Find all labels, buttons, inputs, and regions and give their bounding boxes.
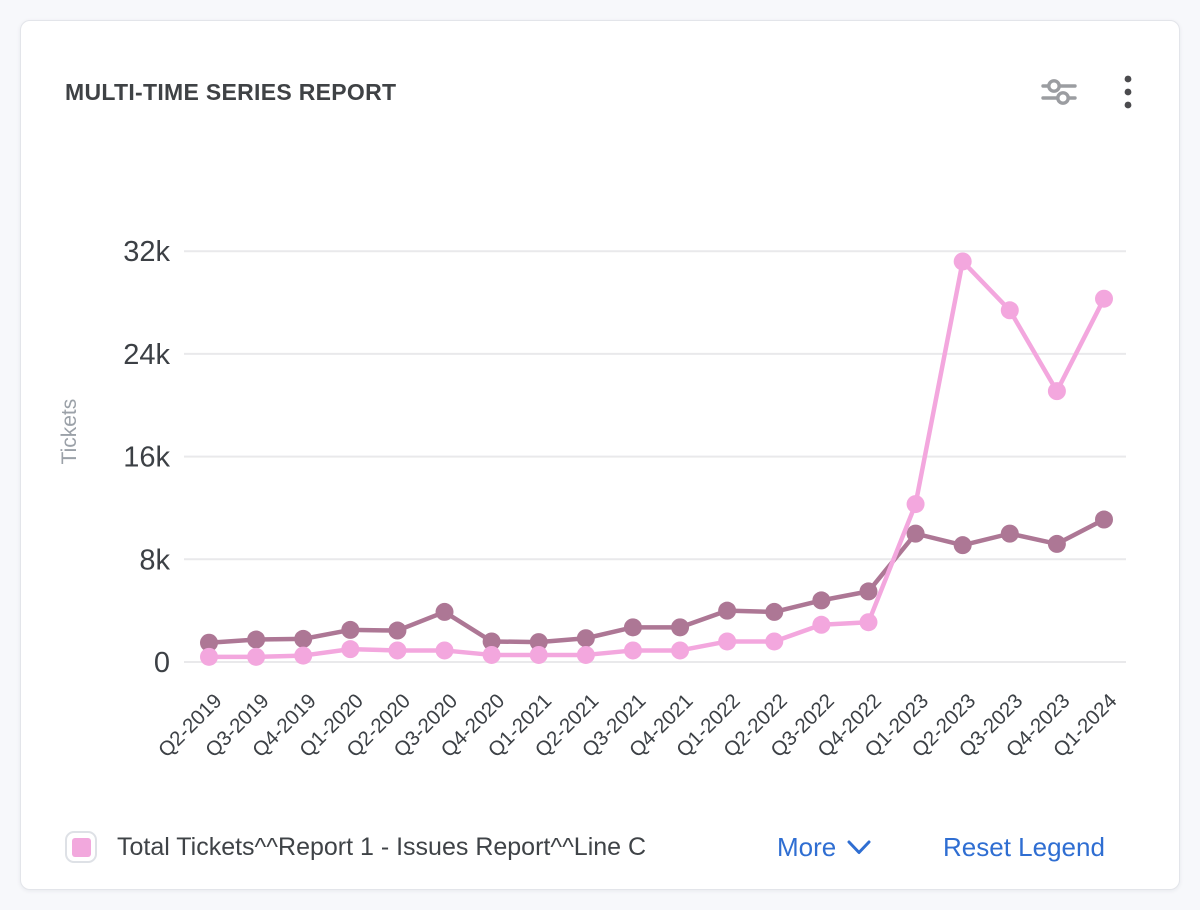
data-point-s1-1[interactable] bbox=[247, 647, 266, 666]
y-tick-label: 24k bbox=[123, 339, 170, 371]
y-tick-label: 0 bbox=[154, 647, 170, 679]
legend-item[interactable]: Total Tickets^^Report 1 - Issues Report^… bbox=[65, 831, 646, 863]
data-point-s0-18[interactable] bbox=[1047, 534, 1066, 553]
y-axis-title: Tickets bbox=[58, 399, 81, 465]
data-point-s0-3[interactable] bbox=[341, 620, 360, 639]
data-point-s1-17[interactable] bbox=[1000, 301, 1019, 320]
chevron-down-icon bbox=[847, 840, 871, 854]
data-point-s1-3[interactable] bbox=[341, 640, 360, 659]
legend-series-swatch bbox=[71, 837, 91, 857]
data-point-s1-9[interactable] bbox=[623, 641, 642, 660]
card-header: MULTI-TIME SERIES REPORT bbox=[65, 73, 1135, 111]
multi-time-series-line-chart[interactable]: 08k16k24k32kTicketsQ2-2019Q3-2019Q4-2019… bbox=[21, 21, 1181, 891]
data-point-s0-13[interactable] bbox=[812, 591, 831, 610]
data-point-s1-13[interactable] bbox=[812, 615, 831, 634]
data-point-s0-6[interactable] bbox=[482, 632, 501, 651]
data-point-s1-12[interactable] bbox=[765, 632, 784, 651]
data-point-s0-1[interactable] bbox=[247, 630, 266, 649]
legend-more-button[interactable]: More bbox=[777, 832, 871, 863]
data-point-s0-5[interactable] bbox=[435, 602, 454, 621]
data-point-s0-12[interactable] bbox=[765, 602, 784, 621]
data-point-s0-15[interactable] bbox=[906, 524, 925, 543]
header-actions bbox=[1039, 73, 1135, 111]
data-point-s1-16[interactable] bbox=[953, 252, 972, 271]
data-point-s1-10[interactable] bbox=[671, 641, 690, 660]
data-point-s0-17[interactable] bbox=[1000, 524, 1019, 543]
data-point-s1-15[interactable] bbox=[906, 495, 925, 514]
data-point-s1-8[interactable] bbox=[576, 645, 595, 664]
legend-more-label: More bbox=[777, 832, 837, 862]
data-point-s0-7[interactable] bbox=[529, 633, 548, 652]
data-point-s0-11[interactable] bbox=[718, 601, 737, 620]
data-point-s0-8[interactable] bbox=[576, 629, 595, 648]
reset-legend-button[interactable]: Reset Legend bbox=[943, 832, 1105, 862]
data-point-s1-11[interactable] bbox=[718, 632, 737, 651]
data-point-s1-6[interactable] bbox=[482, 645, 501, 664]
y-tick-label: 8k bbox=[139, 544, 170, 576]
data-point-s1-2[interactable] bbox=[294, 646, 313, 665]
data-point-s0-2[interactable] bbox=[294, 629, 313, 648]
legend-item-label: Total Tickets^^Report 1 - Issues Report^… bbox=[117, 832, 647, 861]
data-point-s1-7[interactable] bbox=[529, 645, 548, 664]
more-options-button[interactable] bbox=[1121, 73, 1135, 111]
legend-row: Total Tickets^^Report 1 - Issues Report^… bbox=[65, 831, 1139, 867]
series-line-1 bbox=[206, 259, 1107, 660]
sliders-icon bbox=[1041, 79, 1077, 105]
data-point-s1-19[interactable] bbox=[1095, 289, 1113, 308]
data-point-s0-14[interactable] bbox=[859, 582, 878, 601]
kebab-menu-icon bbox=[1124, 75, 1132, 109]
data-point-s0-10[interactable] bbox=[671, 618, 690, 637]
data-point-s0-4[interactable] bbox=[388, 621, 407, 640]
data-point-s0-16[interactable] bbox=[953, 536, 972, 555]
filter-settings-button[interactable] bbox=[1039, 75, 1079, 109]
legend-toggle-checkbox[interactable] bbox=[65, 831, 97, 863]
data-point-s1-18[interactable] bbox=[1047, 382, 1066, 401]
data-point-s0-0[interactable] bbox=[200, 633, 218, 652]
page-title: MULTI-TIME SERIES REPORT bbox=[65, 78, 397, 105]
y-tick-label: 32k bbox=[123, 236, 170, 268]
y-tick-label: 16k bbox=[123, 442, 170, 474]
data-point-s0-9[interactable] bbox=[623, 618, 642, 637]
data-point-s1-5[interactable] bbox=[435, 641, 454, 660]
data-point-s1-0[interactable] bbox=[200, 647, 218, 666]
data-point-s1-4[interactable] bbox=[388, 641, 407, 660]
data-point-s1-14[interactable] bbox=[859, 613, 878, 632]
report-card: 0 8k 16k 24k 32k Tickets Q2-2019 Q3-2019 Q4-2019… bbox=[20, 20, 1180, 890]
data-point-s0-19[interactable] bbox=[1095, 510, 1113, 529]
series-line-0 bbox=[206, 517, 1107, 645]
